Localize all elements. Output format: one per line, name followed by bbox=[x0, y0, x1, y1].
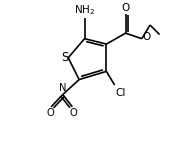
Text: O: O bbox=[121, 3, 130, 13]
Text: S: S bbox=[61, 51, 69, 63]
Text: NH$_2$: NH$_2$ bbox=[74, 3, 95, 17]
Text: O: O bbox=[142, 32, 151, 42]
Text: O: O bbox=[47, 108, 54, 118]
Text: N: N bbox=[59, 83, 66, 93]
Text: Cl: Cl bbox=[115, 88, 126, 98]
Text: O: O bbox=[69, 108, 77, 118]
